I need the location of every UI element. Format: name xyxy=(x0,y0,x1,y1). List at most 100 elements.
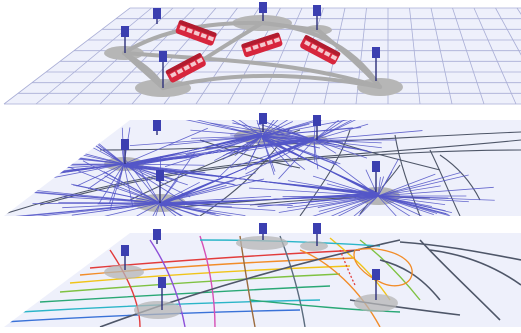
hub-north xyxy=(236,236,288,250)
flow-ray xyxy=(123,127,208,165)
bus-route xyxy=(122,51,165,90)
bus-route xyxy=(316,28,382,89)
stop-flag xyxy=(158,277,166,310)
transit-line xyxy=(199,239,381,247)
bus-window xyxy=(183,64,191,71)
stop-flag xyxy=(372,269,380,300)
bus-window xyxy=(310,43,318,50)
flag-banner xyxy=(153,229,161,240)
street-segment xyxy=(399,241,521,261)
flow-ray xyxy=(377,176,385,197)
hub-east xyxy=(354,294,398,312)
flow-ray xyxy=(313,139,368,159)
stop-flag xyxy=(121,26,129,53)
flow-ray xyxy=(67,166,161,204)
flow-ray xyxy=(159,202,195,216)
bus-roof xyxy=(241,32,280,48)
street-segment xyxy=(439,154,481,201)
flow-ray xyxy=(318,195,379,212)
stop-flag xyxy=(372,161,380,192)
grid-line-depth xyxy=(35,7,152,105)
bus-window xyxy=(266,39,274,46)
transit-line xyxy=(199,235,216,327)
bus-route xyxy=(260,21,320,32)
flag-banner xyxy=(372,269,380,280)
street-segment xyxy=(39,149,521,206)
flow-ray xyxy=(313,123,369,141)
flow-ray xyxy=(313,139,382,149)
flow-ray xyxy=(290,195,379,216)
flow-ray xyxy=(261,120,290,137)
flow-ray xyxy=(231,129,315,141)
flow-ray xyxy=(76,163,125,187)
street-segment xyxy=(429,249,521,286)
flow-ray xyxy=(75,157,125,165)
flow-ray xyxy=(251,120,263,137)
flow-ray xyxy=(278,139,315,180)
transit-line xyxy=(59,273,341,293)
flow-ray xyxy=(377,176,381,197)
bus-window xyxy=(193,30,200,37)
grid-line-depth xyxy=(291,7,324,105)
grid-line-depth xyxy=(409,7,421,105)
flow-ray xyxy=(377,174,469,197)
stop-flag xyxy=(259,223,267,240)
flag-banner xyxy=(121,26,129,37)
flow-ray xyxy=(108,163,125,204)
flow-ray xyxy=(104,175,161,204)
grid-line-depth xyxy=(495,7,521,56)
stop-flag xyxy=(121,245,129,270)
bus-icon xyxy=(241,32,283,58)
flow-ray xyxy=(210,122,315,141)
bus-window xyxy=(207,35,215,42)
stop-flag xyxy=(259,2,267,21)
bus-window xyxy=(330,54,338,61)
flow-ray xyxy=(287,195,379,209)
transit-line xyxy=(39,285,331,303)
flow-ray xyxy=(218,135,263,178)
stop-flag xyxy=(153,120,161,135)
bus-icon xyxy=(175,20,217,46)
flow-ray xyxy=(261,120,362,137)
flow-ray xyxy=(351,195,379,216)
flag-banner xyxy=(313,115,321,126)
flow-ray xyxy=(62,202,161,209)
flow-ray xyxy=(149,120,263,137)
bus-roof xyxy=(304,35,341,57)
flow-ray xyxy=(81,202,161,216)
flow-ray xyxy=(159,178,265,204)
flow-ray xyxy=(103,171,161,204)
layer-transit-lines xyxy=(4,223,521,327)
flow-ray xyxy=(123,163,143,193)
hub-west xyxy=(104,265,144,279)
street-segment xyxy=(199,139,301,169)
bus-window xyxy=(317,47,325,54)
flow-ray xyxy=(377,195,449,215)
stop-flag xyxy=(313,223,321,246)
transit-loop xyxy=(353,248,413,287)
flow-ray xyxy=(319,195,379,216)
flow-ray xyxy=(93,147,125,165)
flow-ray xyxy=(234,135,263,157)
flow-ray xyxy=(109,163,125,210)
flag-banner xyxy=(372,161,380,172)
flag-banner xyxy=(156,170,164,181)
bus-window xyxy=(189,61,197,68)
flow-ray xyxy=(331,195,379,216)
flow-ray xyxy=(264,121,315,141)
flow-link xyxy=(123,136,315,168)
bus-window xyxy=(170,71,177,78)
flow-ray xyxy=(129,135,263,147)
layer-bus-routes xyxy=(3,2,521,105)
flag-banner xyxy=(158,277,166,288)
flow-ray xyxy=(159,195,272,204)
stop-flag xyxy=(153,8,161,24)
flow-ray xyxy=(313,139,337,154)
bus-window xyxy=(196,57,204,64)
flag-banner xyxy=(313,223,321,234)
flow-ray xyxy=(159,152,195,204)
flow-ray xyxy=(226,139,315,155)
flow-ray xyxy=(232,122,315,141)
